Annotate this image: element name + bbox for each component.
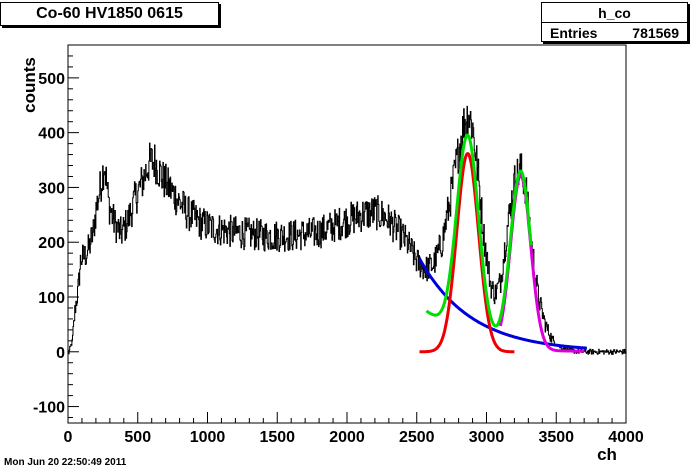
y-tick-label: 200 bbox=[38, 235, 65, 252]
y-tick-label: 400 bbox=[38, 126, 65, 143]
y-tick-label: 300 bbox=[38, 180, 65, 197]
x-tick-label: 1000 bbox=[190, 429, 226, 446]
x-tick-label: 2500 bbox=[399, 429, 435, 446]
axis-ticks bbox=[67, 55, 627, 423]
y-tick-label: 100 bbox=[38, 290, 65, 307]
chart-title-text: Co-60 HV1850 0615 bbox=[36, 5, 183, 22]
stats-box: h_co Entries 781569 bbox=[541, 2, 688, 42]
stats-entries-row: Entries 781569 bbox=[542, 23, 687, 42]
histogram-series bbox=[68, 105, 627, 355]
x-tick-label: 500 bbox=[124, 429, 151, 446]
stats-entries-label: Entries bbox=[550, 24, 598, 41]
y-tick-label: 0 bbox=[56, 345, 65, 362]
timestamp: Mon Jun 20 22:50:49 2011 bbox=[4, 457, 127, 468]
stats-entries-value: 781569 bbox=[632, 24, 679, 41]
fit-curve-background bbox=[418, 257, 588, 350]
x-tick-label: 0 bbox=[64, 429, 73, 446]
y-tick-label: -100 bbox=[33, 400, 65, 417]
fit-curve-total bbox=[425, 133, 533, 328]
axis-tick-labels: 0 500 1000 1500 2000 2500 3000 3500 4000 -100 0 100… bbox=[33, 71, 644, 446]
x-tick-label: 3000 bbox=[469, 429, 505, 446]
x-tick-label: 4000 bbox=[608, 429, 644, 446]
x-axis-label: ch bbox=[597, 445, 617, 464]
fit-curves bbox=[418, 133, 588, 354]
x-tick-label: 1500 bbox=[259, 429, 295, 446]
y-tick-label: 500 bbox=[38, 71, 65, 88]
x-tick-label: 2000 bbox=[329, 429, 365, 446]
y-axis-label: counts bbox=[20, 57, 39, 113]
chart-title: Co-60 HV1850 0615 bbox=[0, 2, 219, 26]
stats-histogram-name: h_co bbox=[542, 3, 687, 23]
x-tick-label: 3500 bbox=[538, 429, 574, 446]
fit-curve-peak1 bbox=[418, 152, 516, 354]
